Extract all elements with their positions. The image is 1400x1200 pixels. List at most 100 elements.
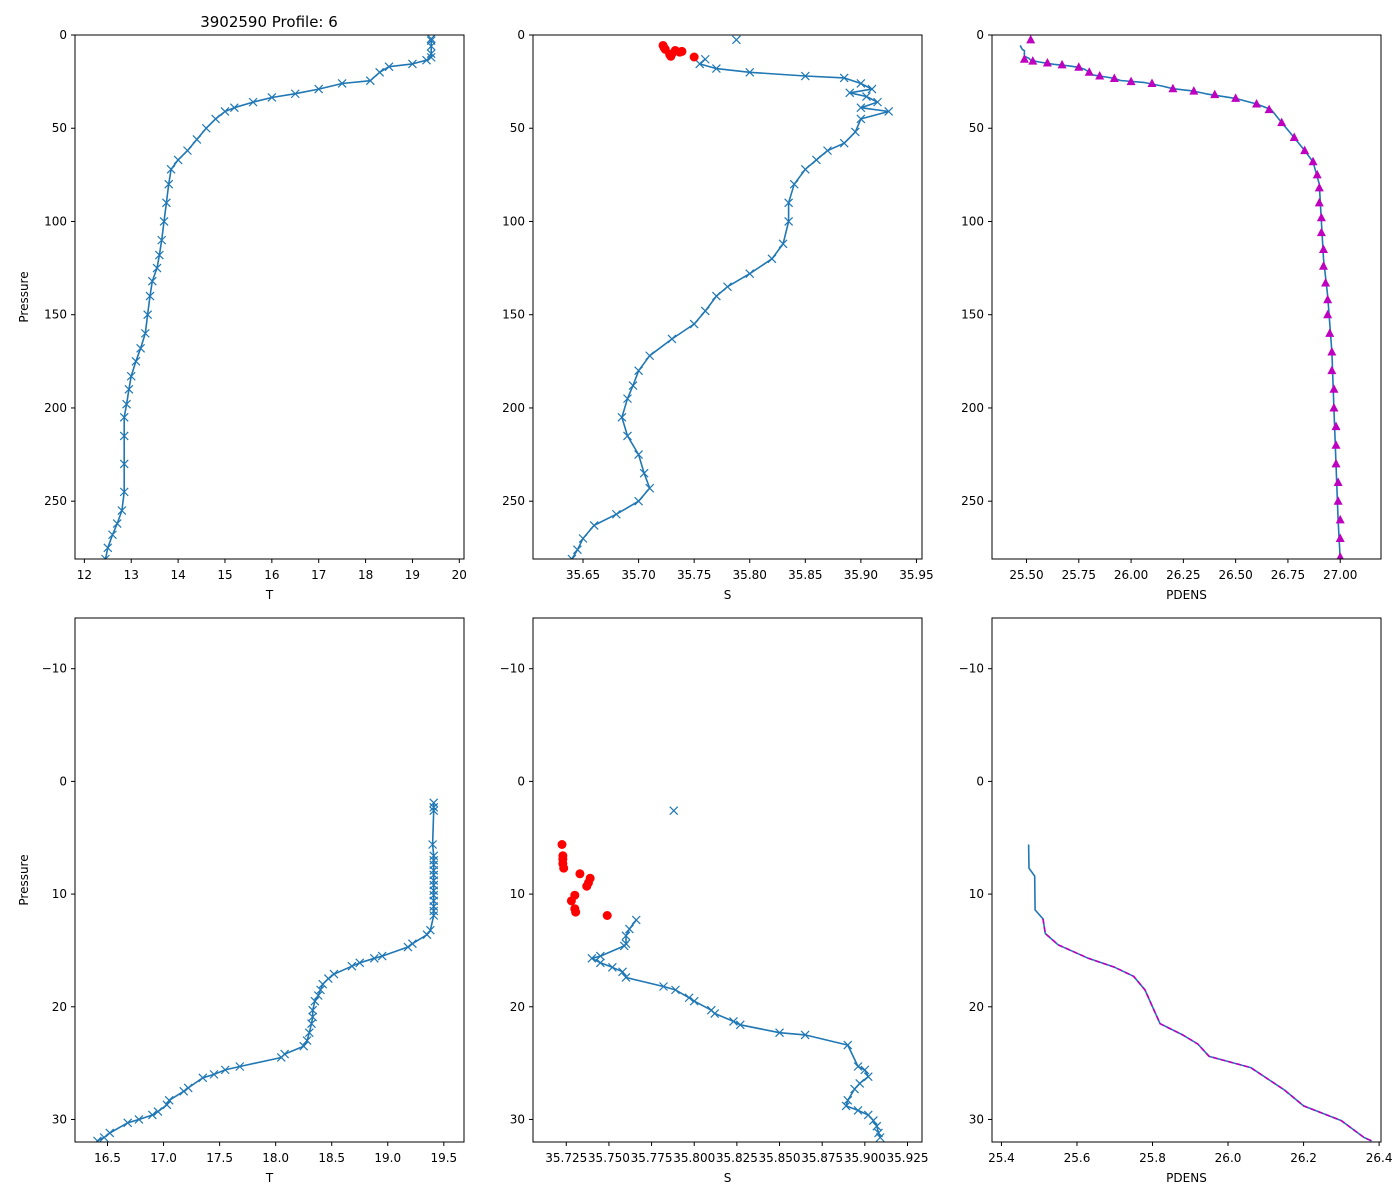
- x-marker: [145, 291, 155, 301]
- x-marker: [198, 1073, 208, 1083]
- x-tick-label: 26.75: [1271, 568, 1305, 582]
- series-line: [571, 58, 890, 559]
- triangle-marker: [1336, 552, 1344, 559]
- x-marker: [860, 1065, 870, 1075]
- y-tick-label: 20: [52, 1000, 67, 1014]
- x-tick-label: 26.00: [1114, 568, 1148, 582]
- x-marker: [192, 135, 202, 144]
- y-tick-label: 30: [969, 1112, 984, 1126]
- x-marker: [862, 92, 871, 101]
- triangle-marker: [1325, 328, 1335, 337]
- x-axis-label: S: [724, 1171, 732, 1185]
- x-marker: [784, 198, 794, 208]
- x-marker: [183, 1083, 193, 1093]
- x-marker: [119, 412, 129, 422]
- triangle-marker: [1316, 212, 1326, 222]
- series-s-flagged: [557, 840, 612, 920]
- x-marker: [384, 62, 394, 72]
- x-marker: [868, 1116, 878, 1126]
- x-marker: [101, 554, 110, 559]
- x-marker: [429, 802, 439, 812]
- x-marker: [119, 431, 129, 441]
- y-tick-label: 0: [517, 774, 525, 788]
- x-marker: [874, 1128, 883, 1138]
- triangle-marker: [1308, 156, 1318, 166]
- x-marker: [267, 93, 277, 102]
- series-s-isolated: [669, 806, 679, 816]
- x-tick-label: 35.90: [844, 568, 878, 582]
- x-marker: [800, 1030, 810, 1040]
- x-marker: [867, 84, 877, 94]
- x-marker: [103, 543, 113, 553]
- triangle-marker: [1321, 278, 1331, 287]
- y-tick-label: 0: [517, 28, 525, 42]
- x-marker: [775, 1028, 784, 1038]
- x-marker: [839, 73, 849, 83]
- x-marker: [723, 282, 732, 292]
- x-marker: [624, 924, 634, 934]
- y-tick-label: 0: [59, 28, 67, 42]
- triangle-marker: [1028, 56, 1038, 65]
- x-marker: [800, 164, 810, 174]
- x-marker: [318, 979, 328, 989]
- x-marker: [745, 67, 755, 77]
- x-axis-label: PDENS: [1166, 588, 1207, 602]
- x-tick-label: 18.5: [318, 1151, 345, 1165]
- x-marker: [589, 521, 599, 530]
- x-marker: [667, 334, 677, 344]
- x-marker: [377, 951, 387, 961]
- y-tick-label: 10: [510, 887, 525, 901]
- y-tick-label: 50: [52, 121, 67, 135]
- x-marker: [631, 915, 641, 925]
- y-tick-label: 150: [961, 308, 984, 322]
- triangle-marker: [1147, 78, 1157, 87]
- series-pdens-overlay: [1042, 918, 1372, 1142]
- triangle-marker: [1329, 384, 1339, 393]
- series-pdens: [1019, 45, 1341, 559]
- x-marker: [329, 969, 339, 979]
- series-s-isolated: [731, 35, 741, 45]
- x-marker: [789, 179, 799, 189]
- x-marker: [119, 459, 129, 469]
- x-marker: [428, 840, 438, 849]
- flag-point: [582, 881, 592, 891]
- x-marker: [623, 394, 632, 404]
- series-line: [97, 802, 435, 1142]
- triangle-marker: [1084, 67, 1094, 76]
- x-tick-label: 13: [124, 568, 139, 582]
- x-marker: [164, 1095, 174, 1105]
- x-axis-label: T: [265, 1171, 274, 1185]
- x-marker: [310, 996, 320, 1006]
- triangle-marker: [1264, 104, 1274, 114]
- x-marker: [778, 239, 788, 249]
- x-marker: [123, 1118, 133, 1128]
- x-marker: [147, 1110, 157, 1120]
- x-marker: [347, 961, 357, 971]
- triangle-marker: [1333, 496, 1343, 505]
- x-marker: [422, 930, 432, 940]
- x-marker: [850, 127, 860, 137]
- x-tick-label: 35.900: [844, 1151, 886, 1165]
- x-marker: [302, 1036, 312, 1046]
- series-s: [567, 54, 894, 559]
- x-marker: [154, 250, 164, 260]
- plot-frame: [74, 617, 465, 1143]
- x-tick-label: 35.925: [886, 1151, 928, 1165]
- series-line: [1019, 45, 1341, 559]
- x-marker: [426, 49, 436, 59]
- x-tick-label: 19.5: [430, 1151, 457, 1165]
- x-marker: [122, 399, 131, 409]
- x-marker: [634, 450, 644, 459]
- x-marker: [841, 1101, 851, 1111]
- x-marker: [873, 97, 882, 107]
- x-marker: [126, 371, 136, 381]
- flag-point: [602, 910, 612, 920]
- x-tick-label: 35.75: [677, 568, 711, 582]
- x-tick-label: 15: [217, 568, 232, 582]
- x-tick-label: 26.4: [1366, 1151, 1393, 1165]
- triangle-marker: [1057, 59, 1067, 69]
- x-marker: [136, 343, 146, 353]
- x-marker: [689, 319, 699, 329]
- x-marker: [134, 1115, 144, 1124]
- x-marker: [875, 1133, 885, 1142]
